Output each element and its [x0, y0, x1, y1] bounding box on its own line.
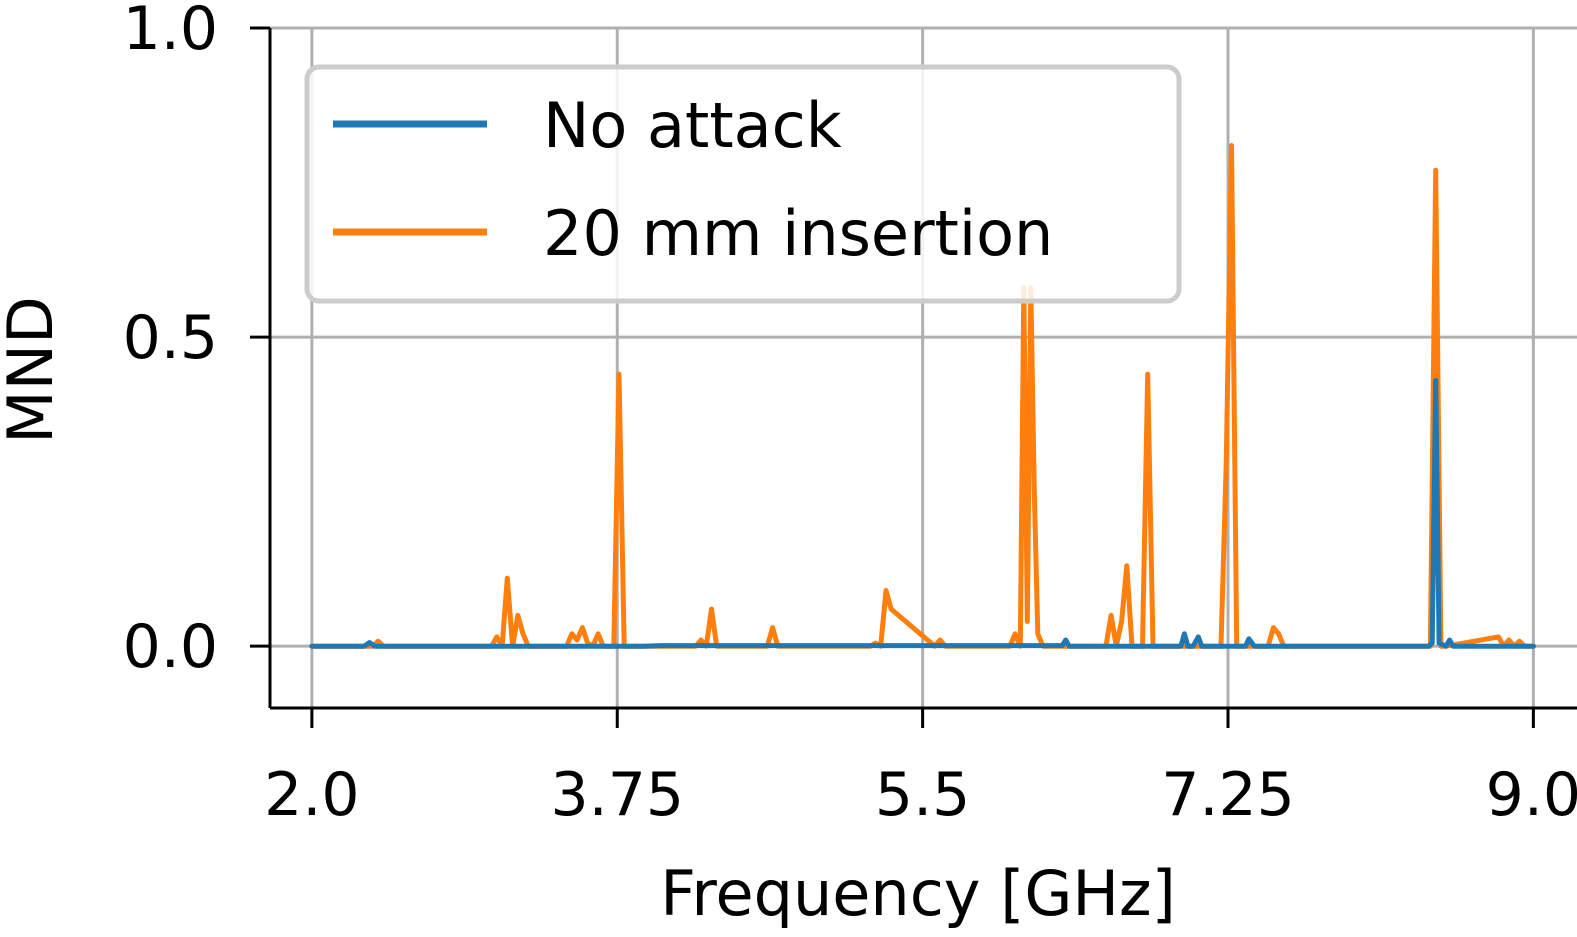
series-line-no-attack	[309, 377, 1536, 649]
y-tick-label: 0.5	[123, 303, 218, 373]
legend-box	[304, 64, 1182, 304]
legend-label-insertion: 20 mm insertion	[543, 197, 1053, 270]
x-tick-label: 2.0	[264, 760, 359, 830]
legend: No attack 20 mm insertion	[304, 64, 1182, 304]
y-axis-label: MND	[0, 296, 67, 444]
x-tick-label: 7.25	[1161, 760, 1295, 830]
x-ticks: 2.0 3.75 5.5 7.25 9.0	[264, 708, 1577, 830]
y-tick-label: 1.0	[123, 0, 218, 64]
y-tick-label: 0.0	[123, 612, 218, 682]
x-tick-label: 5.5	[875, 760, 970, 830]
x-axis-label: Frequency [GHz]	[660, 857, 1176, 930]
x-tick-label: 9.0	[1486, 760, 1577, 830]
series-layer	[309, 143, 1536, 649]
legend-label-no-attack: No attack	[543, 89, 842, 162]
x-tick-label: 3.75	[550, 760, 684, 830]
y-ticks: 0.0 0.5 1.0	[123, 0, 270, 682]
